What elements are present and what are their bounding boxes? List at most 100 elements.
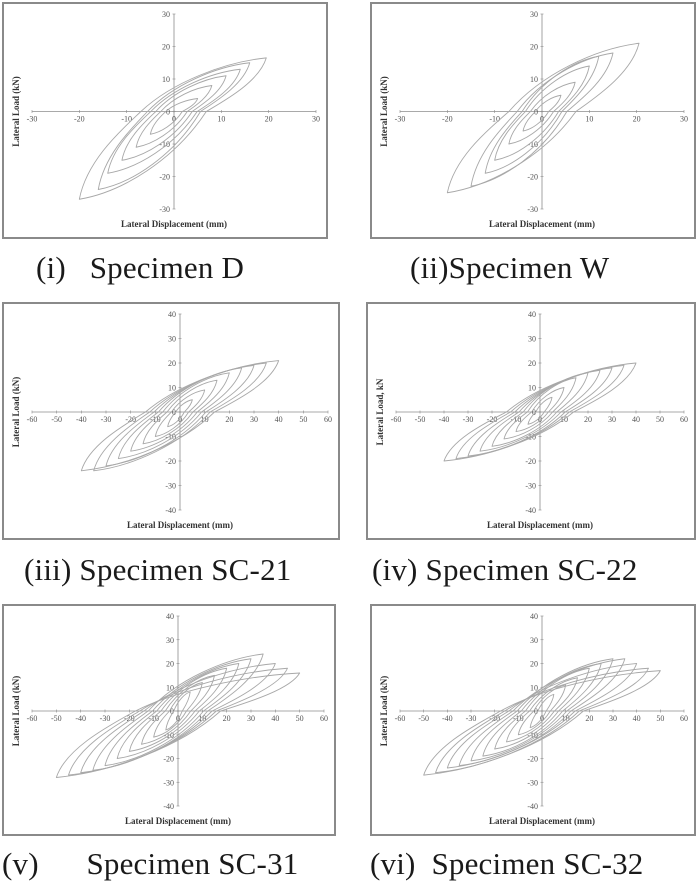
y-tick-label: 10 bbox=[166, 683, 174, 692]
x-tick-label: 30 bbox=[608, 415, 616, 424]
hysteresis-loops bbox=[78, 57, 267, 200]
x-tick-label: 0 bbox=[172, 115, 176, 124]
x-tick-label: -20 bbox=[74, 115, 85, 124]
y-tick-label: 0 bbox=[172, 408, 176, 417]
y-tick-label: 20 bbox=[530, 660, 538, 669]
hysteresis-cycle-2 bbox=[135, 85, 213, 148]
x-tick-label: 20 bbox=[633, 115, 641, 124]
x-tick-label: 30 bbox=[312, 115, 320, 124]
x-tick-label: -60 bbox=[27, 714, 38, 723]
x-axis-label: Lateral Displacement (mm) bbox=[487, 520, 593, 530]
x-tick-label: -10 bbox=[121, 115, 132, 124]
y-tick-label: -20 bbox=[159, 173, 170, 182]
x-tick-label: 50 bbox=[656, 415, 664, 424]
x-tick-label: 10 bbox=[198, 714, 206, 723]
hysteresis-cycle-2 bbox=[515, 387, 565, 433]
y-tick-label: 0 bbox=[534, 108, 538, 117]
hysteresis-cycle-6 bbox=[78, 57, 267, 200]
x-tick-label: 40 bbox=[271, 714, 279, 723]
hysteresis-chart: -60 -50 -40 -30 -20 -10 0 10 20 30 40 50 60-40-30-20… bbox=[11, 612, 328, 826]
hysteresis-loops bbox=[446, 42, 640, 194]
hysteresis-cycle-3 bbox=[142, 379, 218, 445]
hysteresis-chart: -60 -50 -40 -30 -20 -10 0 10 20 30 40 50 60-40-30-20… bbox=[379, 612, 688, 826]
x-tick-label: 30 bbox=[609, 714, 617, 723]
x-tick-label: -30 bbox=[463, 415, 474, 424]
hysteresis-cycle-4 bbox=[128, 667, 228, 752]
y-tick-label: -10 bbox=[165, 433, 176, 442]
y-tick-label: 40 bbox=[528, 310, 536, 319]
x-tick-label: 20 bbox=[584, 415, 592, 424]
y-tick-label: 10 bbox=[162, 75, 170, 84]
x-tick-label: -20 bbox=[124, 714, 135, 723]
y-tick-label: -10 bbox=[159, 140, 170, 149]
y-tick-label: -30 bbox=[527, 205, 538, 214]
x-tick-label: 0 bbox=[540, 115, 544, 124]
x-tick-label: 10 bbox=[562, 714, 570, 723]
y-tick-label: 10 bbox=[168, 384, 176, 393]
y-axis-label: Lateral Load (kN) bbox=[11, 377, 21, 448]
x-axis-label: Lateral Displacement (mm) bbox=[125, 816, 231, 826]
hysteresis-chart: -30 -20 -10 0 10 20 30 -30 -20 -10 0 10 20 30 Lateral … bbox=[379, 10, 688, 229]
y-tick-label: -20 bbox=[527, 755, 538, 764]
x-tick-label: 20 bbox=[585, 714, 593, 723]
y-tick-label: 10 bbox=[530, 75, 538, 84]
y-tick-label: -20 bbox=[163, 755, 174, 764]
hysteresis-cycle-2 bbox=[508, 81, 576, 145]
y-tick-label: -30 bbox=[159, 205, 170, 214]
hysteresis-cycle-5 bbox=[97, 62, 251, 190]
hysteresis-cycle-5 bbox=[470, 52, 614, 187]
hysteresis-cycle-3 bbox=[506, 677, 578, 743]
y-tick-label: -20 bbox=[525, 457, 536, 466]
hysteresis-cycle-8 bbox=[80, 360, 280, 472]
hysteresis-cycle-6 bbox=[446, 42, 640, 194]
x-tick-label: 10 bbox=[201, 415, 209, 424]
y-axis-label: Lateral Load (kN) bbox=[379, 76, 389, 147]
hysteresis-cycle-2 bbox=[153, 682, 203, 738]
hysteresis-cycle-4 bbox=[494, 667, 590, 750]
y-tick-label: -40 bbox=[525, 506, 536, 515]
chart-caption: (iv) Specimen SC-22 bbox=[372, 552, 638, 587]
y-tick-label: 30 bbox=[166, 636, 174, 645]
x-tick-label: 60 bbox=[324, 415, 332, 424]
chart-caption: (vi) Specimen SC-32 bbox=[370, 846, 644, 881]
y-tick-label: -30 bbox=[525, 482, 536, 491]
x-tick-label: -10 bbox=[513, 714, 524, 723]
hysteresis-cycle-1 bbox=[527, 396, 553, 425]
chart-frame: -30 -20 -10 0 10 20 30 -30 -20 -10 0 10 20 30 Lateral … bbox=[370, 2, 696, 239]
y-tick-label: 20 bbox=[166, 660, 174, 669]
chart-frame: -60 -50 -40 -30 -20 -10 0 10 20 30 40 50 60 -40 -30 -20… bbox=[2, 302, 340, 540]
hysteresis-loops bbox=[55, 653, 301, 778]
x-tick-label: 0 bbox=[178, 415, 182, 424]
y-tick-label: -10 bbox=[527, 140, 538, 149]
x-tick-label: -50 bbox=[51, 714, 62, 723]
y-tick-label: 20 bbox=[162, 43, 170, 52]
x-tick-label: 60 bbox=[320, 714, 328, 723]
x-tick-label: -30 bbox=[466, 714, 477, 723]
hysteresis-cycle-1 bbox=[165, 691, 191, 731]
hysteresis-cycle-10 bbox=[423, 670, 661, 776]
x-tick-label: -30 bbox=[100, 714, 111, 723]
chart-caption: (iii) Specimen SC-21 bbox=[24, 552, 292, 587]
hysteresis-cycle-5 bbox=[116, 663, 240, 759]
hysteresis-cycle-3 bbox=[121, 75, 227, 161]
y-axis-label: Lateral Load, kN bbox=[375, 378, 385, 445]
chart-frame: -60 -50 -40 -30 -20 -10 0 10 20 30 40 50 60 -40 -30 -20… bbox=[370, 604, 696, 836]
x-tick-label: 0 bbox=[176, 714, 180, 723]
x-tick-label: -10 bbox=[511, 415, 522, 424]
x-tick-label: -40 bbox=[442, 714, 453, 723]
hysteresis-chart: -60 -50 -40 -30 -20 -10 0 10 20 30 40 50 60-40-30-20… bbox=[11, 310, 332, 530]
y-tick-label: 0 bbox=[166, 108, 170, 117]
y-tick-label: 20 bbox=[530, 43, 538, 52]
x-tick-label: -20 bbox=[489, 714, 500, 723]
hysteresis-loops bbox=[443, 362, 637, 462]
y-tick-label: -40 bbox=[527, 802, 538, 811]
x-tick-label: -30 bbox=[395, 115, 406, 124]
hysteresis-cycle-1 bbox=[167, 399, 193, 428]
y-tick-label: 30 bbox=[530, 636, 538, 645]
x-tick-label: 30 bbox=[247, 714, 255, 723]
hysteresis-cycle-7 bbox=[92, 653, 264, 771]
x-tick-label: 20 bbox=[225, 415, 233, 424]
y-tick-label: -30 bbox=[163, 778, 174, 787]
x-tick-label: 20 bbox=[265, 115, 273, 124]
hysteresis-cycle-2 bbox=[154, 389, 206, 437]
